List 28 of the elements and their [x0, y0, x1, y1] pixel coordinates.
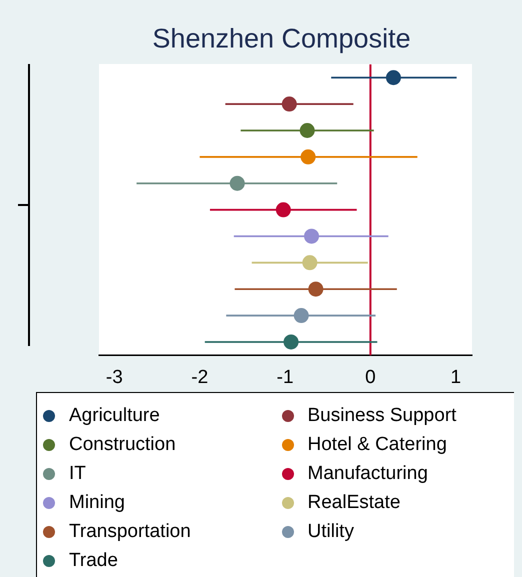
x-tick-label: -2 — [191, 366, 208, 388]
point — [300, 122, 315, 138]
legend-label: Construction — [69, 434, 176, 456]
x-tick-label: 0 — [365, 366, 376, 388]
point — [386, 70, 401, 86]
x-tick-label: 1 — [450, 366, 462, 388]
chart-title: Shenzhen Composite — [152, 24, 411, 54]
point — [302, 255, 318, 270]
legend-label: Hotel & Catering — [308, 434, 447, 456]
legend-label: Utility — [308, 520, 354, 542]
point — [308, 282, 324, 297]
x-tick-label: -1 — [276, 366, 294, 388]
legend-label: Transportation — [69, 520, 191, 542]
legend-label: Manufacturing — [308, 462, 428, 484]
point — [300, 149, 316, 164]
point — [294, 308, 309, 324]
legend-label: RealEstate — [308, 492, 400, 514]
point — [284, 334, 299, 350]
legend-label: Trade — [69, 550, 118, 572]
point — [230, 176, 245, 191]
x-tick-label: -3 — [106, 366, 123, 388]
point — [304, 228, 320, 244]
legend-label: Business Support — [308, 404, 456, 426]
legend-label: IT — [69, 462, 86, 484]
legend-label: Agriculture — [69, 404, 160, 426]
legend-label: Mining — [69, 492, 125, 514]
point — [282, 96, 297, 112]
point — [276, 202, 291, 218]
